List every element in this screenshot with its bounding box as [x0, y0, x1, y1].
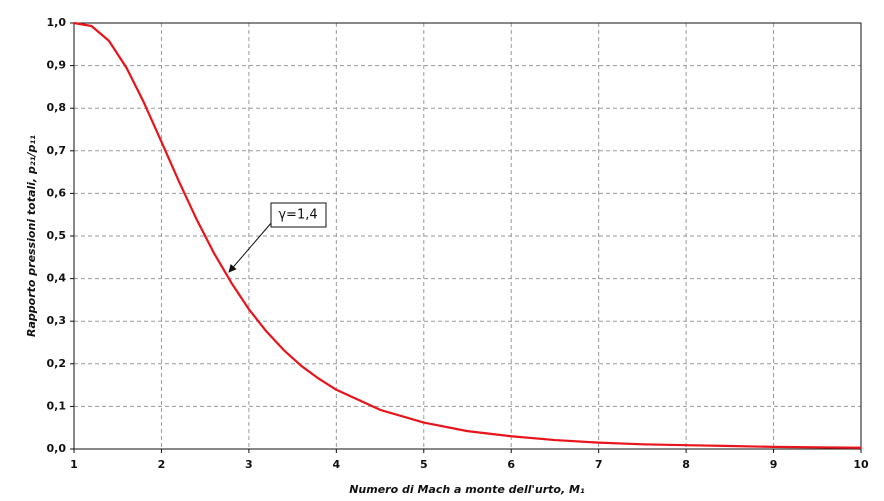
x-tick-label: 10 — [853, 458, 869, 471]
x-tick-label: 2 — [158, 458, 166, 471]
y-tick-label: 0,7 — [47, 144, 67, 157]
y-tick-label: 0,6 — [47, 186, 67, 199]
plot-border — [73, 22, 862, 450]
x-tick-label: 3 — [245, 458, 253, 471]
x-tick-label: 7 — [595, 458, 603, 471]
x-tick-label: 1 — [70, 458, 78, 471]
y-tick-label: 0,8 — [47, 101, 67, 114]
y-tick-label: 0,5 — [47, 229, 67, 242]
y-tick-label: 0,3 — [47, 314, 67, 327]
y-tick-label: 0,0 — [47, 442, 67, 455]
x-axis-label: Numero di Mach a monte dell'urto, M₁ — [349, 483, 585, 496]
x-tick-label: 6 — [507, 458, 515, 471]
annotation-box — [270, 202, 327, 228]
annotation-arrow — [228, 221, 273, 273]
x-tick-label: 4 — [333, 458, 341, 471]
y-axis-label: Rapporto pressioni totali, p₂₁/p₁₁ — [25, 135, 38, 337]
y-tick-label: 0,1 — [47, 399, 67, 412]
x-tick-label: 8 — [682, 458, 690, 471]
data-line — [73, 21, 862, 449]
y-tick-label: 0,2 — [47, 357, 67, 370]
y-tick-label: 1,0 — [47, 16, 67, 29]
y-tick-label: 0,4 — [47, 272, 67, 285]
y-tick-label: 0,9 — [47, 59, 67, 72]
x-tick-label: 5 — [420, 458, 428, 471]
x-tick-label: 9 — [770, 458, 778, 471]
annotation: γ=1,4 — [278, 208, 317, 223]
